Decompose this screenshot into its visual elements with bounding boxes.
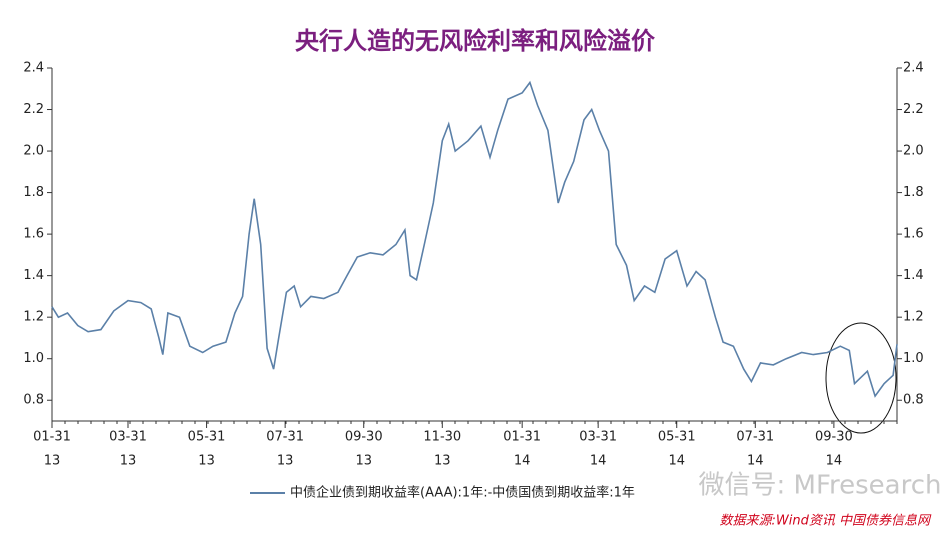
y2-tick-label: 1.8 [903, 185, 924, 200]
x-tick-label: 07-31 [266, 430, 304, 445]
x-tick-label: 11-30 [423, 430, 461, 445]
y-tick-label: 2.0 [23, 144, 44, 159]
x-tick-label: 14 [826, 454, 843, 469]
y2-tick-label: 2.0 [903, 144, 924, 159]
chart-title: 央行人造的无风险利率和风险溢价 [295, 27, 656, 55]
x-tick-label: 01-31 [33, 430, 71, 445]
y-tick-label: 1.0 [23, 351, 44, 366]
x-tick-label: 13 [198, 454, 215, 469]
source-note: 数据来源:Wind资讯 中国债券信息网 [720, 513, 932, 529]
y2-tick-label: 1.4 [903, 268, 924, 283]
y-tick-label: 2.2 [23, 102, 44, 117]
y2-tick-label: 2.4 [903, 61, 924, 76]
y2-tick-label: 0.8 [903, 393, 924, 408]
y-tick-label: 2.4 [23, 61, 44, 76]
x-tick-label: 14 [590, 454, 607, 469]
x-tick-label: 05-31 [188, 430, 226, 445]
x-tick-label: 05-31 [658, 430, 696, 445]
y-tick-label: 1.2 [23, 310, 44, 325]
x-tick-label: 13 [277, 454, 294, 469]
x-tick-label: 03-31 [109, 430, 147, 445]
x-tick-label: 09-30 [345, 430, 383, 445]
y2-tick-label: 1.2 [903, 310, 924, 325]
x-tick-label: 13 [120, 454, 137, 469]
y2-tick-label: 1.0 [903, 351, 924, 366]
x-tick-label: 14 [747, 454, 764, 469]
y-tick-label: 1.8 [23, 185, 44, 200]
x-tick-label: 03-31 [579, 430, 617, 445]
x-tick-label: 07-31 [736, 430, 774, 445]
x-tick-label: 13 [355, 454, 372, 469]
y-tick-label: 0.8 [23, 393, 44, 408]
y2-tick-label: 1.6 [903, 227, 924, 242]
line-series [51, 80, 898, 398]
highlight-circle [825, 322, 897, 434]
watermark: 微信号: MFresearch [698, 471, 941, 501]
x-tick-label: 14 [514, 454, 531, 469]
x-tick-label: 13 [434, 454, 451, 469]
x-tick-label: 13 [44, 454, 61, 469]
x-tick-label: 14 [668, 454, 685, 469]
y2-tick-label: 2.2 [903, 102, 924, 117]
legend-label: 中债企业债到期收益率(AAA):1年:-中债国债到期收益率:1年 [290, 485, 635, 501]
y-tick-label: 1.6 [23, 227, 44, 242]
x-tick-label: 01-31 [503, 430, 541, 445]
x-tick-label: 09-30 [815, 430, 853, 445]
y-tick-label: 1.4 [23, 268, 44, 283]
